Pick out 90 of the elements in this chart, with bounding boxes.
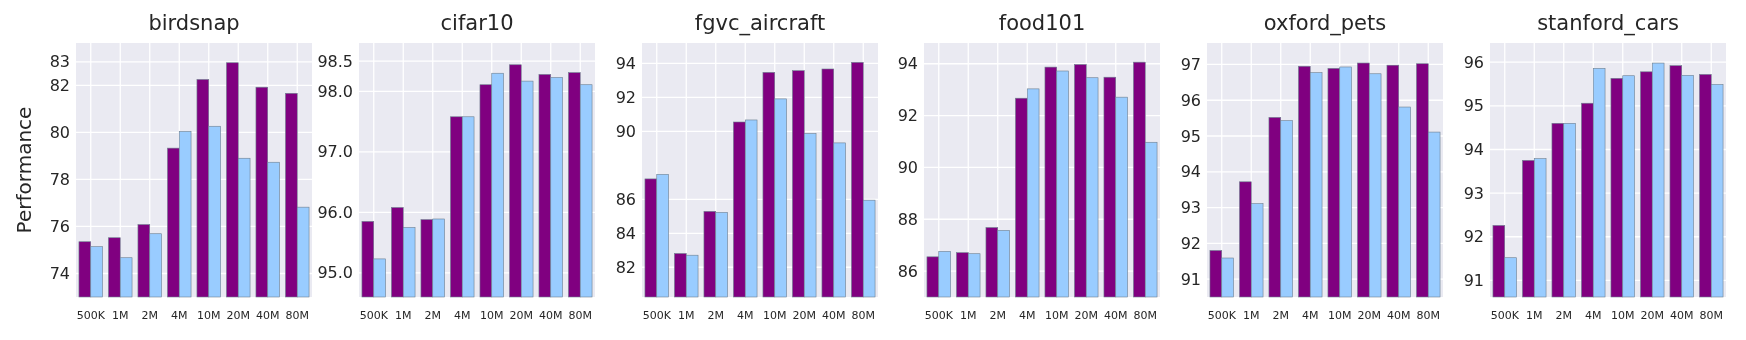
y-tick-label: 94: [897, 54, 918, 74]
x-tick-label: 80M: [851, 309, 875, 322]
y-tick-label: 94: [615, 53, 636, 73]
y-tick-label: 86: [615, 189, 636, 209]
x-tick-label: 10M: [480, 309, 504, 322]
y-tick-label: 84: [615, 223, 636, 243]
x-tick-label: 2M: [1272, 309, 1289, 322]
y-tick-label: 92: [897, 106, 918, 126]
x-tick-label: 4M: [737, 309, 754, 322]
y-tick-label: 90: [897, 158, 918, 178]
y-axis-title: Performance: [12, 106, 36, 234]
x-tick-label: 80M: [285, 309, 309, 322]
x-tick-label: 10M: [1045, 309, 1069, 322]
y-tick-label: 93: [1180, 198, 1201, 218]
x-tick-label: 40M: [539, 309, 563, 322]
x-tick-label: 20M: [1074, 309, 1098, 322]
chart-title: oxford_pets: [1263, 11, 1387, 36]
y-tick-label: 91: [1463, 271, 1484, 291]
y-tick-label: 96: [1180, 90, 1201, 110]
x-tick-label: 1M: [112, 309, 129, 322]
x-tick-label: 10M: [763, 309, 787, 322]
x-tick-label: 4M: [171, 309, 188, 322]
y-tick-label: 92: [1180, 233, 1201, 253]
x-tick-label: 4M: [1019, 309, 1036, 322]
x-tick-label: 80M: [1133, 309, 1157, 322]
y-tick-label: 95: [1463, 96, 1484, 116]
x-tick-label: 40M: [822, 309, 846, 322]
x-tick-label: 20M: [792, 309, 816, 322]
y-tick-label: 90: [615, 121, 636, 141]
y-tick-label: 92: [615, 87, 636, 107]
x-tick-label: 500K: [359, 309, 389, 322]
x-tick-label: 10M: [197, 309, 221, 322]
chart-title: birdsnap: [148, 11, 240, 35]
y-tick-label: 97: [1180, 55, 1201, 75]
y-tick-label: 96: [1463, 52, 1484, 72]
x-tick-label: 500K: [1490, 309, 1520, 322]
x-tick-label: 4M: [454, 309, 471, 322]
y-tick-label: 88: [897, 209, 918, 229]
chart-title: cifar10: [440, 11, 514, 35]
y-tick-label: 95.0: [317, 263, 353, 283]
y-tick-label: 98.5: [317, 51, 353, 71]
y-tick-label: 74: [49, 264, 70, 284]
x-tick-label: 2M: [989, 309, 1006, 322]
x-tick-label: 20M: [1640, 309, 1664, 322]
y-tick-label: 82: [615, 257, 636, 277]
x-tick-label: 80M: [1699, 309, 1723, 322]
y-tick-label: 78: [49, 170, 70, 190]
x-tick-label: 500K: [76, 309, 106, 322]
y-tick-label: 76: [49, 217, 70, 237]
y-tick-label: 80: [49, 122, 70, 142]
x-tick-label: 1M: [960, 309, 977, 322]
y-tick-label: 96.0: [317, 202, 353, 222]
x-tick-label: 80M: [568, 309, 592, 322]
y-tick-label: 93: [1463, 183, 1484, 203]
x-tick-label: 1M: [1526, 309, 1543, 322]
y-tick-label: 98.0: [317, 81, 353, 101]
chart-title: stanford_cars: [1537, 11, 1679, 36]
x-tick-label: 2M: [1555, 309, 1572, 322]
x-tick-label: 1M: [395, 309, 412, 322]
x-tick-label: 10M: [1328, 309, 1352, 322]
x-tick-label: 1M: [678, 309, 695, 322]
chart-title: fgvc_aircraft: [694, 11, 826, 36]
y-tick-label: 91: [1180, 269, 1201, 289]
x-tick-label: 10M: [1611, 309, 1635, 322]
y-tick-label: 86: [897, 261, 918, 281]
x-tick-label: 40M: [1670, 309, 1694, 322]
x-tick-label: 80M: [1416, 309, 1440, 322]
chart-title: food101: [998, 11, 1086, 35]
x-tick-label: 40M: [1104, 309, 1128, 322]
x-tick-label: 500K: [1207, 309, 1237, 322]
y-tick-label: 83: [49, 52, 70, 72]
x-tick-label: 2M: [707, 309, 724, 322]
x-tick-label: 20M: [1357, 309, 1381, 322]
x-tick-label: 1M: [1243, 309, 1260, 322]
x-tick-label: 2M: [141, 309, 158, 322]
x-tick-label: 20M: [509, 309, 533, 322]
y-tick-label: 94: [1180, 162, 1201, 182]
y-tick-label: 95: [1180, 126, 1201, 146]
y-tick-label: 82: [49, 75, 70, 95]
y-tick-label: 97.0: [317, 142, 353, 162]
x-tick-label: 4M: [1302, 309, 1319, 322]
x-tick-label: 20M: [226, 309, 250, 322]
x-tick-label: 4M: [1585, 309, 1602, 322]
y-tick-label: 94: [1463, 140, 1484, 160]
y-tick-label: 92: [1463, 227, 1484, 247]
x-tick-label: 40M: [1387, 309, 1411, 322]
x-tick-label: 500K: [642, 309, 672, 322]
x-tick-label: 500K: [924, 309, 954, 322]
x-tick-label: 40M: [256, 309, 280, 322]
x-tick-label: 2M: [424, 309, 441, 322]
